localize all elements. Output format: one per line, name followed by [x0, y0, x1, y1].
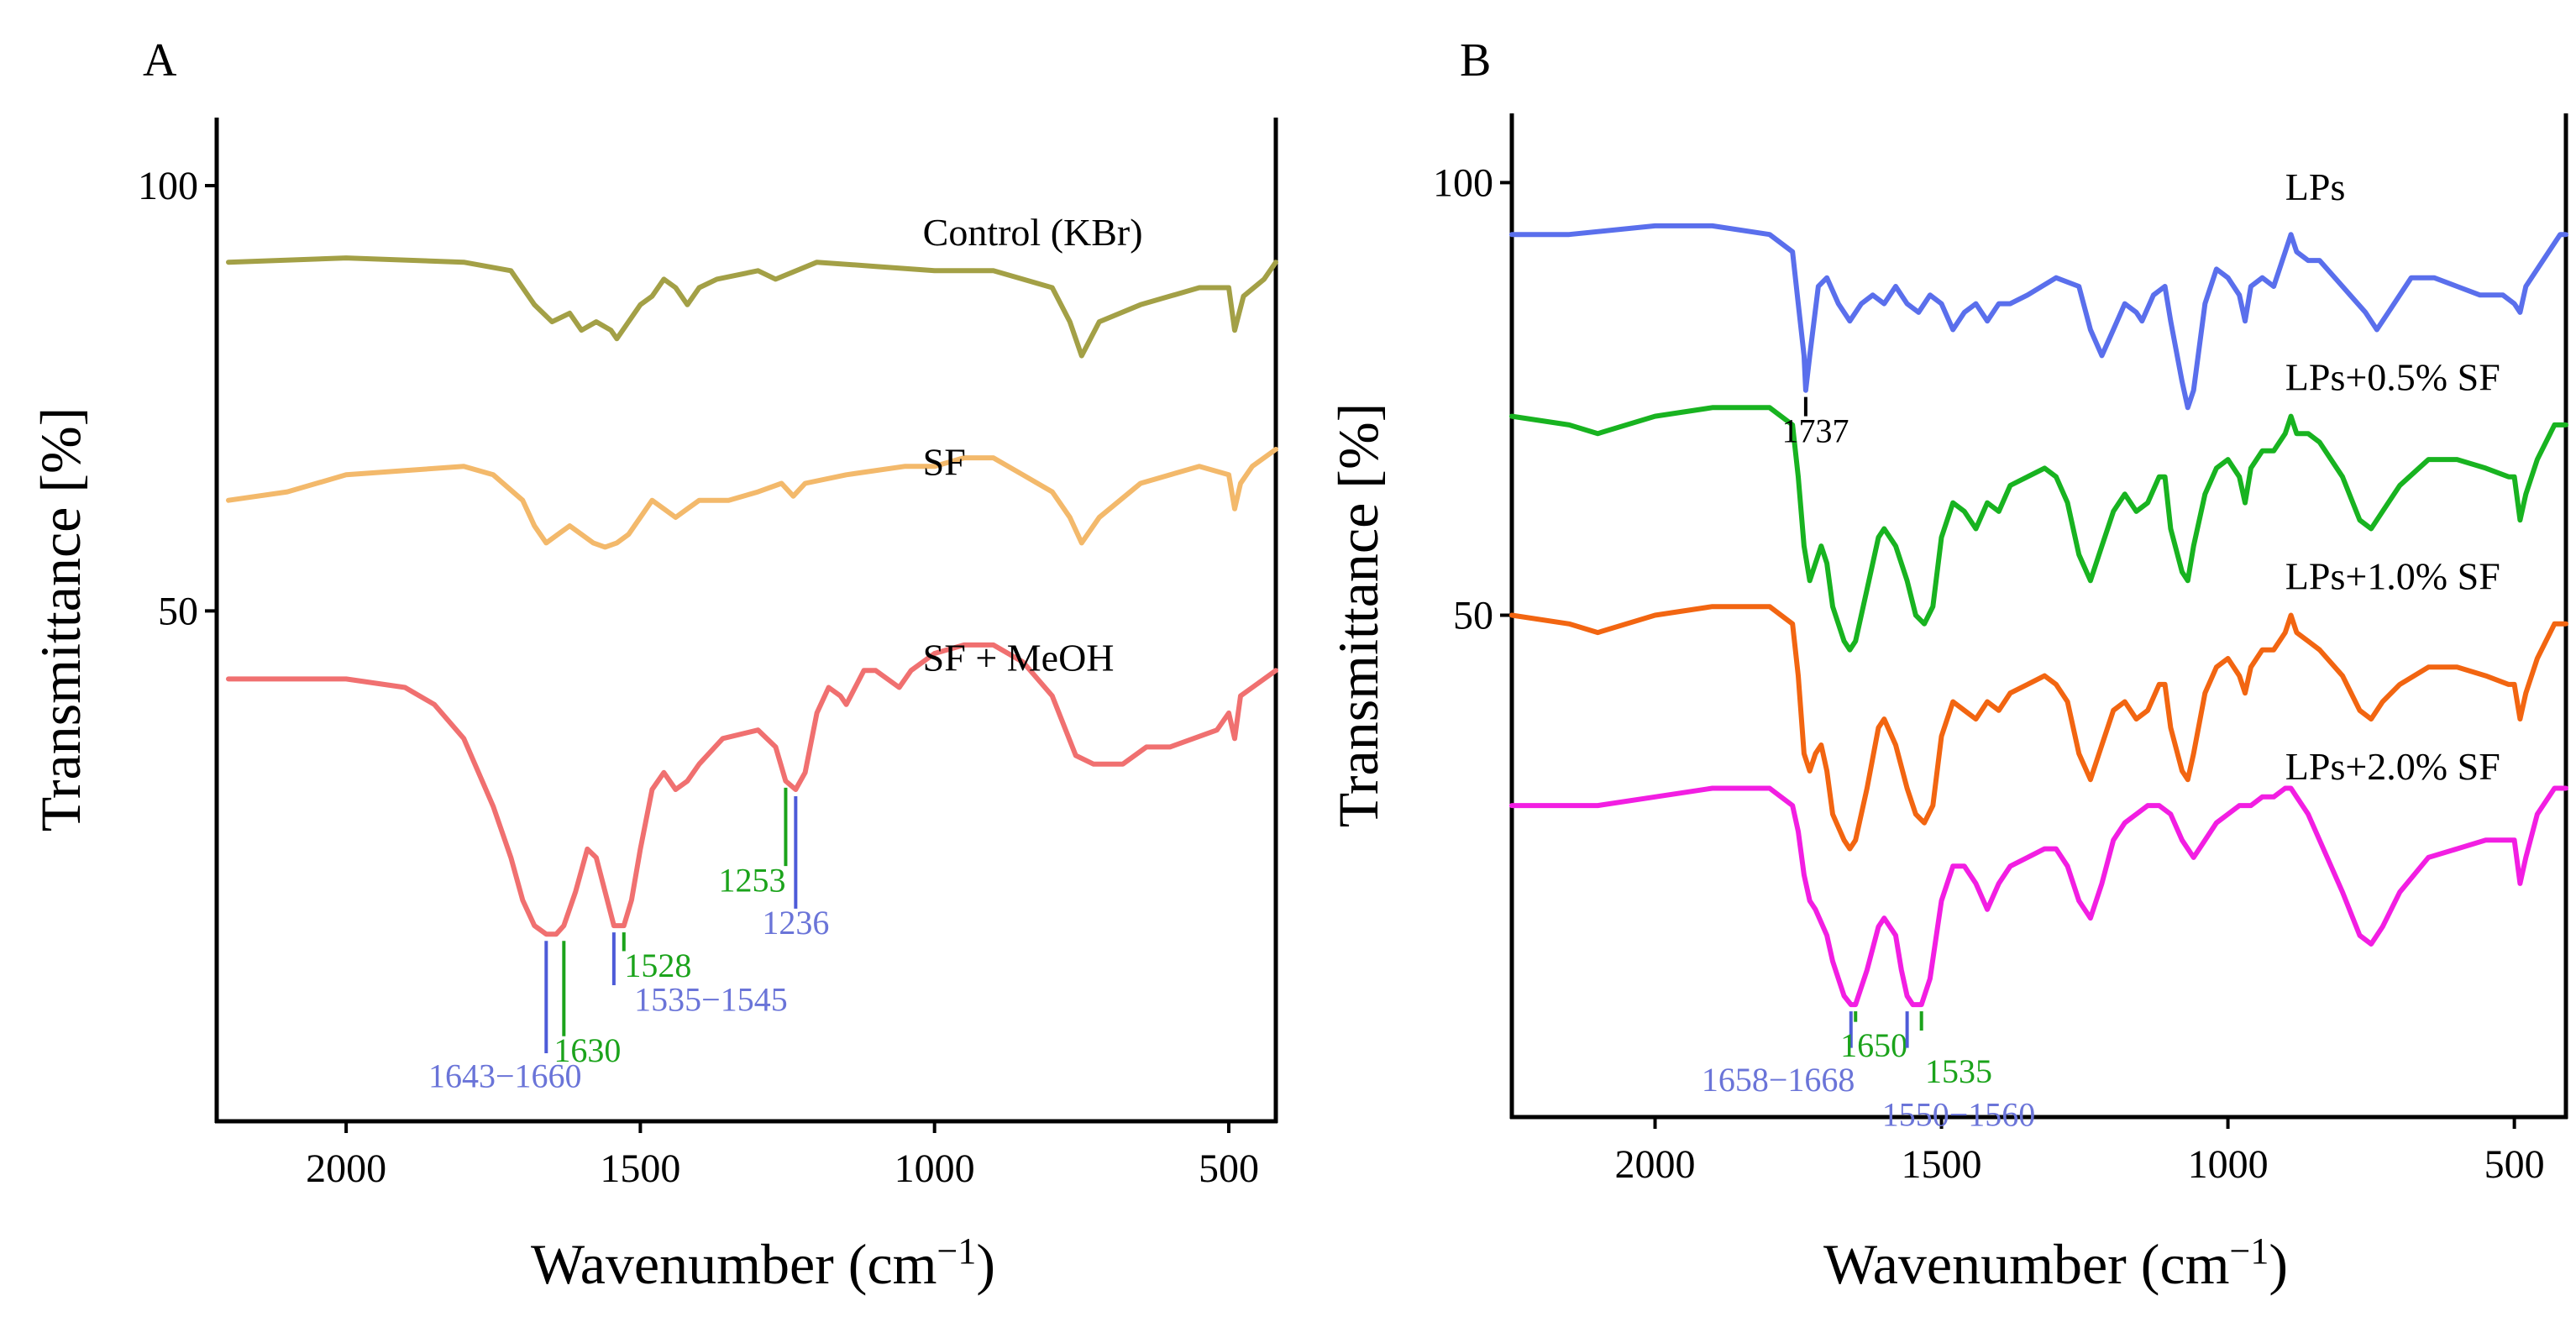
x-axis-label: Wavenumber (cm−1) [531, 1230, 995, 1297]
x-tick-label: 500 [1199, 1146, 1259, 1191]
series-label: LPs+0.5% SF [2285, 356, 2500, 399]
x-axis-label: Wavenumber (cm−1) [1823, 1230, 2288, 1297]
y-tick-label: 50 [158, 589, 198, 633]
peak-label: 1658−1668 [1702, 1061, 1855, 1099]
x-tick-label: 2000 [1615, 1142, 1696, 1187]
series-label: LPs+1.0% SF [2285, 555, 2500, 598]
series-label: SF + MeOH [923, 636, 1115, 679]
x-tick-label: 1000 [895, 1146, 975, 1191]
peak-label: 1253 [719, 862, 786, 900]
peak-label: 1236 [762, 904, 829, 942]
series-line [226, 255, 1278, 359]
series-line [1509, 405, 2568, 653]
peak-label: 1737 [1781, 412, 1849, 449]
x-tick-label: 2000 [306, 1146, 386, 1191]
x-tick-label: 1000 [2188, 1142, 2269, 1187]
series-line [226, 642, 1278, 937]
panel-b: B 2000 1500 1000 500 50 100 Wavenumber (cm−1) Tr… [1326, 34, 2568, 1296]
series-label: Control (KBr) [923, 211, 1143, 254]
series-label: LPs+2.0% SF [2285, 745, 2500, 788]
series-line [1509, 604, 2568, 852]
peak-label: 1535−1545 [634, 980, 788, 1018]
peak-label: 1535 [1925, 1052, 1992, 1090]
y-axis-label: Transmittance [%] [29, 407, 92, 831]
peak-label: 1630 [553, 1031, 621, 1069]
peak-label: 1643−1660 [428, 1057, 582, 1094]
peak-label: 1650 [1840, 1026, 1907, 1064]
series-label: SF [923, 440, 966, 483]
x-tick-label: 500 [2484, 1142, 2545, 1187]
series-line [1509, 223, 2568, 411]
peak-label: 1528 [624, 947, 691, 984]
panel-letter: A [143, 34, 177, 87]
y-tick-label: 100 [1433, 160, 1493, 205]
y-tick-label: 100 [138, 164, 198, 208]
series-line [1509, 785, 2568, 1008]
panel-letter: B [1460, 34, 1491, 87]
x-tick-label: 1500 [1902, 1142, 1982, 1187]
y-tick-label: 50 [1453, 594, 1493, 638]
peak-label: 1550−1560 [1882, 1095, 2036, 1133]
panel-a: A 2000 1500 1000 500 50 100 Wavenumber (cm−1) Tr… [29, 34, 1278, 1296]
series-label: LPs [2285, 165, 2346, 208]
y-axis-label: Transmittance [%] [1326, 403, 1390, 827]
x-tick-label: 1500 [600, 1146, 680, 1191]
series-line [226, 447, 1278, 550]
